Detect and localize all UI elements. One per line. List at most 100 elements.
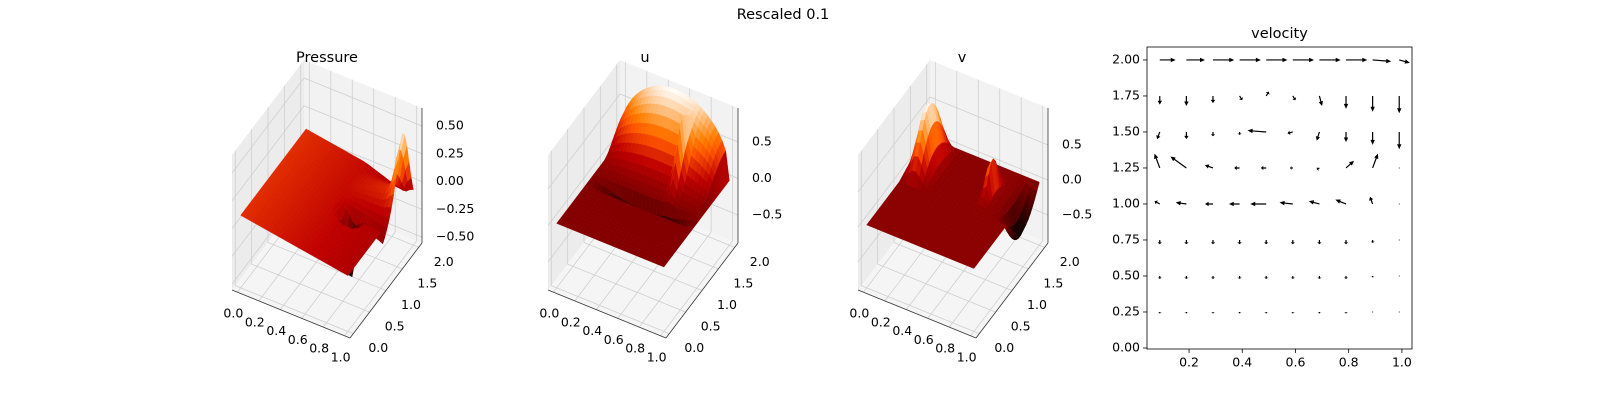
- x-tick-label: 1.0: [1392, 355, 1412, 370]
- z-tick-label: 0.25: [436, 145, 464, 160]
- surface: [866, 102, 1040, 269]
- x-tick-label: 0.0: [849, 306, 869, 321]
- grid-line: [567, 263, 686, 313]
- y-tick-label: 0.00: [1112, 339, 1140, 354]
- z-tick-label: 0.5: [752, 133, 772, 148]
- grid-line: [929, 96, 1049, 146]
- surface: [556, 85, 730, 268]
- x-tick-label: 0.8: [1339, 355, 1359, 370]
- x-tick-label: 0.6: [288, 332, 308, 347]
- y-tick-label: 0.50: [1112, 267, 1140, 282]
- grid-line: [251, 263, 370, 313]
- y-tick-label: 0.5: [1011, 319, 1031, 334]
- x-tick-label: 0.6: [1286, 355, 1306, 370]
- y-tick-label: 0.75: [1112, 231, 1140, 246]
- axis-line: [665, 242, 739, 339]
- y-tick-label: 0.25: [1112, 303, 1140, 318]
- y-tick-label: 1.0: [717, 297, 737, 312]
- grid-line: [303, 77, 423, 127]
- arrow: [1398, 239, 1400, 241]
- y-tick-label: 0.0: [994, 340, 1014, 355]
- y-tick-label: 2.0: [750, 254, 770, 269]
- y-tick-label: 2.0: [434, 254, 454, 269]
- grid-line: [231, 105, 305, 202]
- x-tick-label: 1.0: [331, 349, 351, 364]
- grid-line: [231, 77, 305, 174]
- y-tick-label: 2.0: [1060, 254, 1080, 269]
- y-tick-label: 1.5: [733, 275, 753, 290]
- axis-line: [857, 289, 977, 339]
- grid-line: [547, 93, 621, 190]
- z-tick-label: 0.0: [1062, 172, 1082, 187]
- y-tick-label: 0.0: [368, 340, 388, 355]
- y-tick-label: 2.00: [1112, 51, 1140, 66]
- z-tick-label: −0.5: [1062, 207, 1092, 222]
- x-tick-label: 0.4: [582, 323, 602, 338]
- y-tick-label: 1.5: [417, 275, 437, 290]
- axis-line: [975, 242, 1049, 339]
- axis-line: [231, 289, 351, 339]
- grid-line: [861, 285, 980, 335]
- x-tick-label: 0.4: [1232, 355, 1252, 370]
- x-tick-label: 0.2: [245, 314, 265, 329]
- chart-title: u: [640, 50, 649, 66]
- x-tick-label: 0.6: [914, 332, 934, 347]
- chart-title: Pressure: [296, 50, 358, 66]
- z-tick-label: 0.0: [752, 170, 772, 185]
- z-tick-label: −0.25: [436, 201, 474, 216]
- y-tick-label: 1.75: [1112, 87, 1140, 102]
- grid-line: [857, 96, 931, 193]
- x-tick-label: 0.2: [1179, 355, 1199, 370]
- grid-line: [551, 285, 670, 335]
- y-tick-label: 1.00: [1112, 195, 1140, 210]
- grid-line: [235, 285, 354, 335]
- grid-line: [929, 131, 1049, 181]
- grid-line: [547, 130, 621, 226]
- arrow: [1398, 311, 1400, 313]
- y-tick-label: 1.5: [1043, 275, 1063, 290]
- z-tick-label: −0.50: [436, 229, 474, 244]
- z-tick-label: 0.5: [1062, 136, 1082, 151]
- figure-title: Rescaled 0.1: [737, 7, 830, 23]
- x-tick-label: 0.6: [604, 332, 624, 347]
- grid-line: [893, 242, 1013, 291]
- arrow: [1398, 203, 1400, 205]
- x-tick-label: 0.8: [309, 341, 329, 356]
- plot-area: [1147, 47, 1412, 349]
- y-tick-label: 1.50: [1112, 123, 1140, 138]
- axis-line: [547, 289, 667, 339]
- grid-line: [583, 242, 703, 291]
- y-tick-label: 0.0: [684, 340, 704, 355]
- x-tick-label: 0.4: [266, 323, 286, 338]
- x-tick-label: 1.0: [957, 349, 977, 364]
- x-tick-label: 0.8: [935, 341, 955, 356]
- y-tick-label: 0.5: [385, 319, 405, 334]
- surface-facet: [660, 262, 667, 268]
- surface-facet: [344, 270, 351, 276]
- arrow: [1372, 311, 1374, 313]
- y-tick-label: 1.0: [401, 297, 421, 312]
- chart-title: velocity: [1251, 26, 1308, 42]
- y-tick-label: 1.25: [1112, 159, 1140, 174]
- x-tick-label: 0.2: [561, 314, 581, 329]
- grid-line: [877, 263, 996, 313]
- arrow: [1398, 167, 1400, 169]
- x-tick-label: 0.0: [539, 306, 559, 321]
- arrow: [1398, 275, 1400, 277]
- grid-line: [267, 242, 387, 291]
- y-tick-label: 0.5: [701, 319, 721, 334]
- z-tick-label: 0.50: [436, 118, 464, 133]
- x-tick-label: 0.4: [892, 323, 912, 338]
- surface: [240, 128, 414, 278]
- z-tick-label: −0.5: [752, 207, 782, 222]
- x-tick-label: 1.0: [647, 349, 667, 364]
- x-tick-label: 0.2: [871, 314, 891, 329]
- y-tick-label: 1.0: [1027, 297, 1047, 312]
- x-tick-label: 0.8: [625, 341, 645, 356]
- axis-line: [349, 242, 423, 339]
- z-tick-label: 0.00: [436, 173, 464, 188]
- chart-title: v: [958, 50, 967, 66]
- x-tick-label: 0.0: [223, 306, 243, 321]
